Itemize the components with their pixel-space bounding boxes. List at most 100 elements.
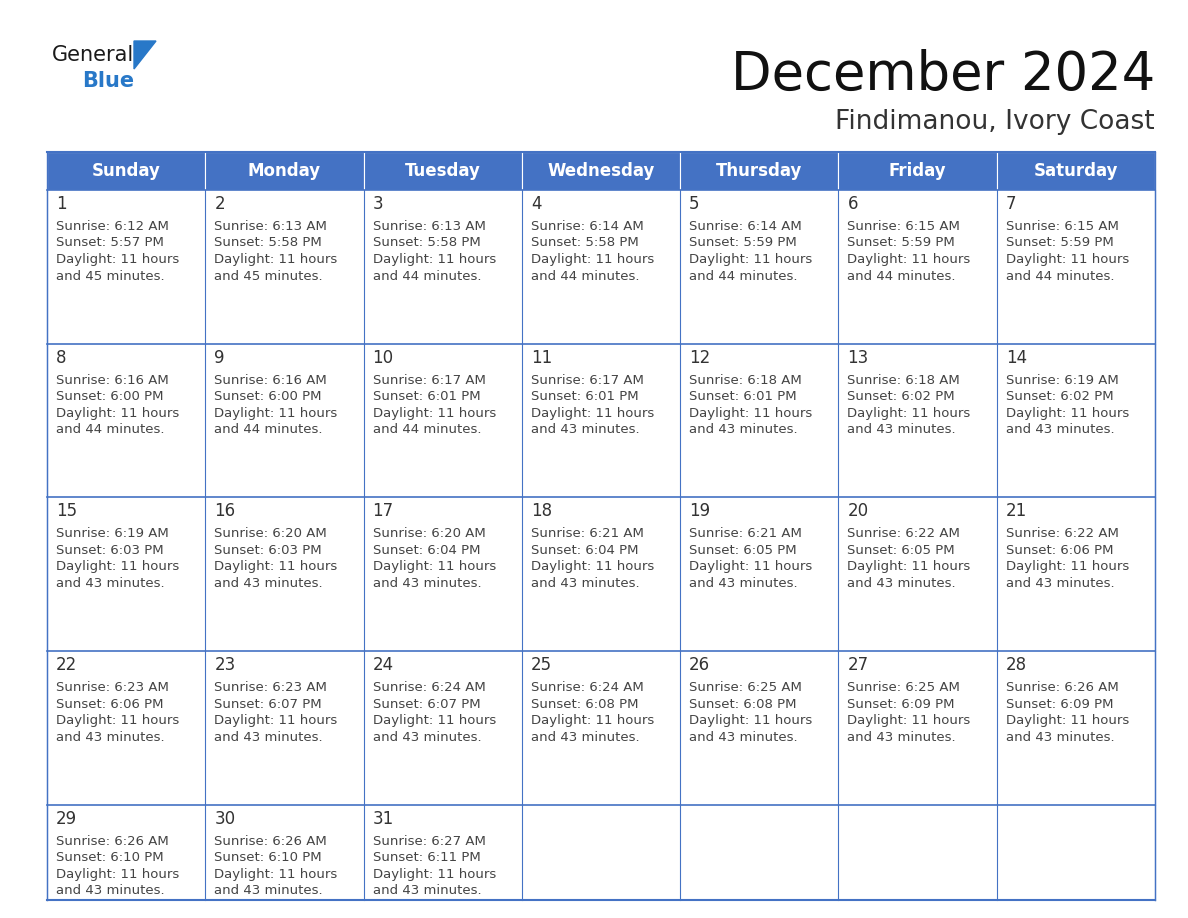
Text: Sunset: 6:07 PM: Sunset: 6:07 PM	[373, 698, 480, 711]
Text: Sunrise: 6:17 AM: Sunrise: 6:17 AM	[531, 374, 644, 386]
Bar	[681, 152, 839, 190]
Text: and 43 minutes.: and 43 minutes.	[214, 577, 323, 590]
Text: Sunrise: 6:12 AM: Sunrise: 6:12 AM	[56, 220, 169, 233]
Text: Sunset: 6:08 PM: Sunset: 6:08 PM	[689, 698, 797, 711]
Text: and 43 minutes.: and 43 minutes.	[373, 731, 481, 744]
Text: Sunset: 6:00 PM: Sunset: 6:00 PM	[214, 390, 322, 403]
Text: and 43 minutes.: and 43 minutes.	[214, 731, 323, 744]
Text: 9: 9	[214, 349, 225, 366]
Text: Sunset: 6:04 PM: Sunset: 6:04 PM	[531, 543, 638, 557]
Text: Daylight: 11 hours: Daylight: 11 hours	[1006, 407, 1129, 420]
Text: and 43 minutes.: and 43 minutes.	[689, 731, 798, 744]
Bar	[206, 152, 364, 190]
Text: and 44 minutes.: and 44 minutes.	[56, 423, 164, 436]
Text: Sunrise: 6:23 AM: Sunrise: 6:23 AM	[56, 681, 169, 694]
Text: Daylight: 11 hours: Daylight: 11 hours	[214, 868, 337, 880]
Text: and 43 minutes.: and 43 minutes.	[373, 884, 481, 897]
Text: Sunrise: 6:18 AM: Sunrise: 6:18 AM	[689, 374, 802, 386]
Text: Daylight: 11 hours: Daylight: 11 hours	[1006, 560, 1129, 574]
Text: December 2024: December 2024	[731, 49, 1155, 101]
Text: and 43 minutes.: and 43 minutes.	[56, 577, 165, 590]
Text: 8: 8	[56, 349, 67, 366]
Text: Sunrise: 6:13 AM: Sunrise: 6:13 AM	[373, 220, 486, 233]
Text: Daylight: 11 hours: Daylight: 11 hours	[847, 407, 971, 420]
Text: 30: 30	[214, 810, 235, 828]
Text: and 43 minutes.: and 43 minutes.	[56, 884, 165, 897]
Text: Daylight: 11 hours: Daylight: 11 hours	[847, 253, 971, 266]
Text: Sunset: 6:01 PM: Sunset: 6:01 PM	[373, 390, 480, 403]
Text: Sunrise: 6:15 AM: Sunrise: 6:15 AM	[847, 220, 960, 233]
Text: Sunrise: 6:21 AM: Sunrise: 6:21 AM	[531, 527, 644, 541]
Text: Sunrise: 6:26 AM: Sunrise: 6:26 AM	[1006, 681, 1118, 694]
Text: and 45 minutes.: and 45 minutes.	[56, 270, 165, 283]
Text: 16: 16	[214, 502, 235, 521]
Text: Daylight: 11 hours: Daylight: 11 hours	[56, 407, 179, 420]
Text: Daylight: 11 hours: Daylight: 11 hours	[1006, 714, 1129, 727]
Text: Sunrise: 6:16 AM: Sunrise: 6:16 AM	[56, 374, 169, 386]
Text: and 43 minutes.: and 43 minutes.	[56, 731, 165, 744]
Text: Daylight: 11 hours: Daylight: 11 hours	[56, 868, 179, 880]
Text: 17: 17	[373, 502, 393, 521]
Text: Sunrise: 6:26 AM: Sunrise: 6:26 AM	[214, 834, 327, 847]
Text: Daylight: 11 hours: Daylight: 11 hours	[373, 253, 495, 266]
Text: Sunrise: 6:24 AM: Sunrise: 6:24 AM	[531, 681, 644, 694]
Text: 22: 22	[56, 656, 77, 674]
Text: Wednesday: Wednesday	[548, 162, 655, 180]
Text: Sunset: 5:59 PM: Sunset: 5:59 PM	[847, 237, 955, 250]
Text: Sunset: 6:01 PM: Sunset: 6:01 PM	[531, 390, 638, 403]
Text: Daylight: 11 hours: Daylight: 11 hours	[689, 253, 813, 266]
Text: and 43 minutes.: and 43 minutes.	[847, 423, 956, 436]
Text: Findimanou, Ivory Coast: Findimanou, Ivory Coast	[835, 109, 1155, 135]
Text: Sunrise: 6:19 AM: Sunrise: 6:19 AM	[56, 527, 169, 541]
Text: Sunset: 6:10 PM: Sunset: 6:10 PM	[56, 851, 164, 864]
Text: Sunset: 6:10 PM: Sunset: 6:10 PM	[214, 851, 322, 864]
Text: Daylight: 11 hours: Daylight: 11 hours	[56, 714, 179, 727]
Text: Sunset: 6:05 PM: Sunset: 6:05 PM	[847, 543, 955, 557]
Text: Sunset: 5:59 PM: Sunset: 5:59 PM	[1006, 237, 1113, 250]
Text: and 44 minutes.: and 44 minutes.	[1006, 270, 1114, 283]
Text: Daylight: 11 hours: Daylight: 11 hours	[214, 253, 337, 266]
Text: 14: 14	[1006, 349, 1026, 366]
Text: Daylight: 11 hours: Daylight: 11 hours	[689, 407, 813, 420]
Text: 27: 27	[847, 656, 868, 674]
Text: and 43 minutes.: and 43 minutes.	[531, 577, 639, 590]
Text: and 44 minutes.: and 44 minutes.	[847, 270, 956, 283]
Text: Sunset: 6:03 PM: Sunset: 6:03 PM	[214, 543, 322, 557]
Text: and 45 minutes.: and 45 minutes.	[214, 270, 323, 283]
Text: 18: 18	[531, 502, 552, 521]
Text: Sunset: 6:01 PM: Sunset: 6:01 PM	[689, 390, 797, 403]
Text: and 44 minutes.: and 44 minutes.	[214, 423, 323, 436]
Text: and 44 minutes.: and 44 minutes.	[373, 270, 481, 283]
Text: Sunset: 6:11 PM: Sunset: 6:11 PM	[373, 851, 480, 864]
Text: and 44 minutes.: and 44 minutes.	[373, 423, 481, 436]
Text: Daylight: 11 hours: Daylight: 11 hours	[531, 253, 655, 266]
Text: Sunset: 6:05 PM: Sunset: 6:05 PM	[689, 543, 797, 557]
Text: Sunset: 6:07 PM: Sunset: 6:07 PM	[214, 698, 322, 711]
Text: General: General	[52, 45, 134, 65]
Text: Daylight: 11 hours: Daylight: 11 hours	[214, 560, 337, 574]
Text: 19: 19	[689, 502, 710, 521]
Text: 12: 12	[689, 349, 710, 366]
Text: 1: 1	[56, 195, 67, 213]
Text: Sunrise: 6:15 AM: Sunrise: 6:15 AM	[1006, 220, 1119, 233]
Text: Daylight: 11 hours: Daylight: 11 hours	[373, 714, 495, 727]
Text: Sunset: 6:09 PM: Sunset: 6:09 PM	[847, 698, 955, 711]
Text: Sunset: 6:06 PM: Sunset: 6:06 PM	[1006, 543, 1113, 557]
Text: Sunrise: 6:17 AM: Sunrise: 6:17 AM	[373, 374, 486, 386]
Text: Daylight: 11 hours: Daylight: 11 hours	[689, 560, 813, 574]
Text: Daylight: 11 hours: Daylight: 11 hours	[531, 714, 655, 727]
Text: Daylight: 11 hours: Daylight: 11 hours	[847, 714, 971, 727]
Text: Sunrise: 6:22 AM: Sunrise: 6:22 AM	[847, 527, 960, 541]
Text: Monday: Monday	[248, 162, 321, 180]
Text: 31: 31	[373, 810, 393, 828]
Text: Sunrise: 6:22 AM: Sunrise: 6:22 AM	[1006, 527, 1119, 541]
Text: Sunday: Sunday	[91, 162, 160, 180]
Text: and 44 minutes.: and 44 minutes.	[531, 270, 639, 283]
Text: and 43 minutes.: and 43 minutes.	[531, 731, 639, 744]
Text: 26: 26	[689, 656, 710, 674]
Text: 20: 20	[847, 502, 868, 521]
Text: Daylight: 11 hours: Daylight: 11 hours	[373, 868, 495, 880]
Text: Sunset: 5:59 PM: Sunset: 5:59 PM	[689, 237, 797, 250]
Polygon shape	[134, 41, 156, 69]
Text: Sunrise: 6:13 AM: Sunrise: 6:13 AM	[214, 220, 327, 233]
